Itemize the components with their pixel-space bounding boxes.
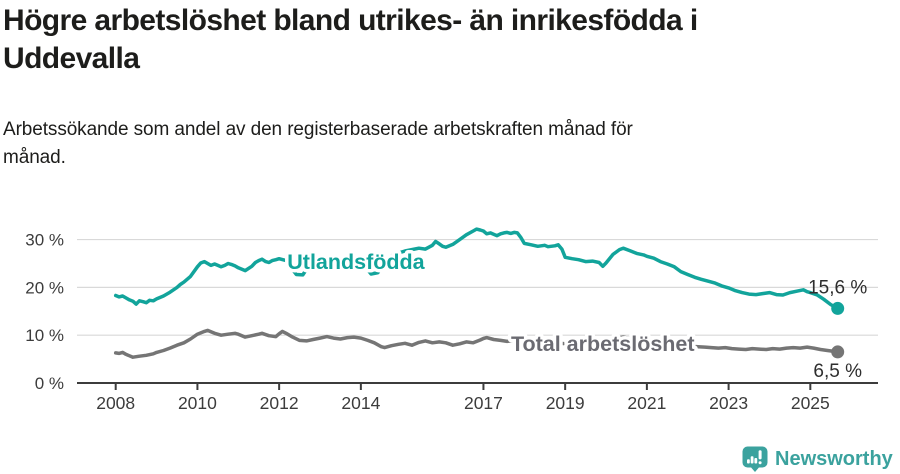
series-label-utlandsf-dda: Utlandsfödda [287, 250, 425, 274]
y-tick-label: 20 % [25, 278, 64, 297]
series-label-total-arbetsl-shet: Total arbetslöshet [511, 332, 695, 356]
end-value-label-total-arbetsl-shet: 6,5 % [813, 361, 862, 382]
bar-chart-exclamation-pin-icon [742, 446, 768, 472]
x-tick-label: 2019 [546, 393, 585, 413]
x-tick-label: 2010 [178, 393, 217, 413]
end-dot-total-arbetsl-shet [831, 345, 845, 359]
series-line-total-arbetsl-shet [113, 328, 840, 359]
x-tick-label: 2023 [709, 393, 748, 413]
chart-subtitle: Arbetssökande som andel av den registerb… [3, 119, 633, 168]
x-tick-label: 2008 [96, 393, 135, 413]
y-tick-label: 30 % [25, 231, 64, 250]
x-tick-label: 2025 [791, 393, 830, 413]
y-tick-label: 10 % [25, 326, 64, 345]
newsworthy-logo: Newsworthy [742, 446, 893, 472]
x-tick-label: 2021 [627, 393, 666, 413]
brand-name: Newsworthy [775, 447, 893, 470]
end-dot-utlandsf-dda [831, 301, 845, 315]
x-tick-label: 2012 [260, 393, 299, 413]
y-tick-label: 0 % [35, 374, 64, 393]
end-value-label-utlandsf-dda: 15,6 % [808, 277, 867, 298]
x-tick-label: 2017 [464, 393, 503, 413]
page-title: Högre arbetslöshet bland utrikes- än inr… [3, 4, 698, 75]
series-line-utlandsf-dda [113, 227, 840, 311]
x-tick-label: 2014 [341, 393, 380, 413]
